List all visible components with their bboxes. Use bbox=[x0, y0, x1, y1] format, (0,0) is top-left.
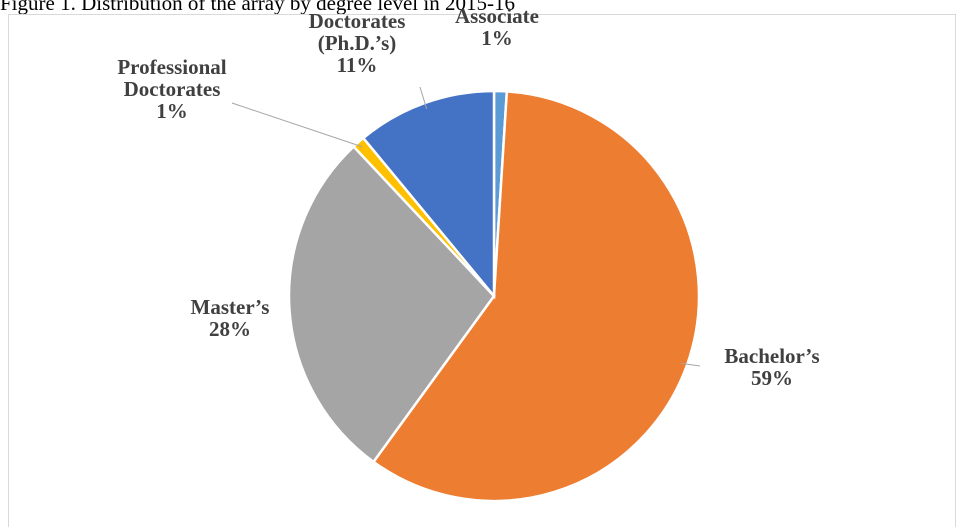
slice-name: Bachelor’s bbox=[724, 344, 820, 368]
leader-line bbox=[291, 308, 296, 317]
slice-name: Doctorates (Ph.D.’s) bbox=[308, 9, 406, 55]
leader-line bbox=[231, 102, 363, 148]
slice-name: Master’s bbox=[190, 295, 270, 319]
slice-name: Professional Doctorates bbox=[117, 55, 227, 101]
data-label: Bachelor’s 59% bbox=[712, 345, 832, 389]
data-label: Master’s 28% bbox=[170, 296, 290, 340]
data-label: Professional Doctorates 1% bbox=[97, 56, 247, 122]
chart-border bbox=[8, 14, 956, 527]
data-label: Associate 1% bbox=[437, 5, 557, 49]
pie-slice bbox=[371, 90, 701, 503]
pie-slice bbox=[287, 144, 496, 464]
chart-title: Figure 1. Distribution of the array by d… bbox=[0, 0, 515, 15]
slice-value: 1% bbox=[156, 99, 188, 123]
slice-name: Associate bbox=[455, 4, 539, 28]
leader-line bbox=[681, 362, 701, 367]
slice-value: 59% bbox=[751, 366, 793, 390]
data-label: Doctorates (Ph.D.’s) 11% bbox=[297, 10, 417, 76]
slice-value: 1% bbox=[481, 26, 513, 50]
slice-value: 11% bbox=[336, 53, 378, 77]
slice-value: 28% bbox=[209, 317, 251, 341]
leader-line bbox=[419, 86, 428, 110]
